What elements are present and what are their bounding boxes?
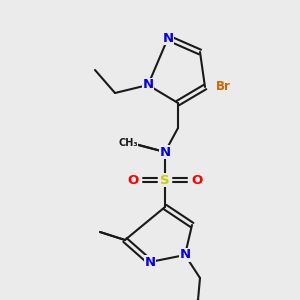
Text: N: N bbox=[179, 248, 191, 262]
Text: N: N bbox=[159, 146, 171, 158]
Text: O: O bbox=[191, 173, 203, 187]
Text: N: N bbox=[142, 79, 154, 92]
Text: N: N bbox=[162, 32, 174, 44]
Text: O: O bbox=[128, 173, 139, 187]
Text: CH₃: CH₃ bbox=[118, 138, 138, 148]
Text: Br: Br bbox=[216, 80, 230, 94]
Text: N: N bbox=[144, 256, 156, 268]
Text: S: S bbox=[160, 173, 170, 187]
